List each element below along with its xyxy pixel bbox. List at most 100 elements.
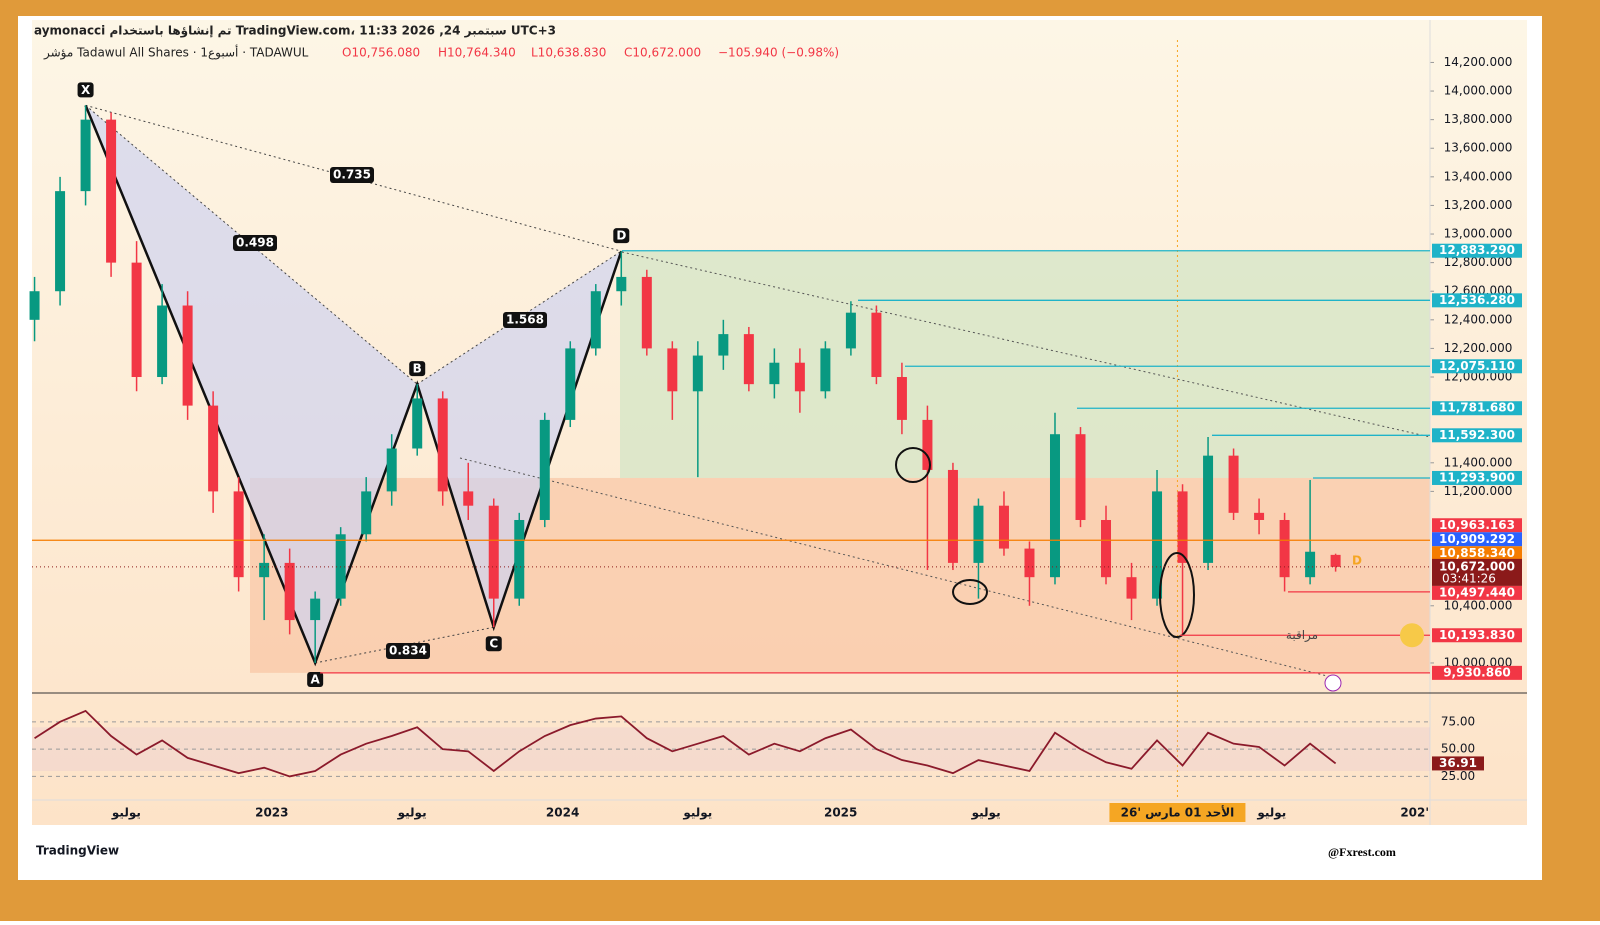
candle-body <box>514 519 525 599</box>
rsi-tick-label: 75.00 <box>1441 714 1475 728</box>
candle-body <box>794 362 805 392</box>
level-price-label: 10,963.163 <box>1439 518 1515 532</box>
y-tick-label: 12,400.000 <box>1444 312 1513 326</box>
candle-body <box>386 448 397 492</box>
candle-body <box>1228 455 1239 513</box>
rsi-tick-label: 25.00 <box>1441 769 1475 783</box>
candle-body <box>590 291 601 349</box>
d-marker: D <box>1352 553 1362 567</box>
change: −105.940 (−0.98%) <box>718 46 839 60</box>
pattern-point-box <box>613 228 630 244</box>
ratio-box <box>503 312 547 328</box>
level-price-label: 10,497.440 <box>1439 585 1515 599</box>
candle-body <box>463 491 474 506</box>
candle-body <box>845 312 856 349</box>
rsi-value-label: 36.91 <box>1439 756 1477 770</box>
x-tick-label: 2025 <box>824 806 857 820</box>
highlight <box>952 579 988 605</box>
y-tick-label: 12,200.000 <box>1444 341 1513 355</box>
candle-body <box>284 562 295 621</box>
level-price-label: 12,536.280 <box>1439 293 1515 307</box>
candle-body <box>820 348 831 392</box>
candle-body <box>157 305 168 378</box>
level-price-label: 12,075.110 <box>1439 359 1515 373</box>
pattern-point-label: A <box>311 672 321 686</box>
candle-body <box>131 262 142 378</box>
candle-body <box>1049 434 1060 578</box>
candle-body <box>743 334 754 385</box>
rsi-value-box <box>1432 756 1484 771</box>
ratio-label: 0.498 <box>236 236 274 250</box>
candle-body <box>922 419 933 470</box>
candle-body <box>616 276 627 292</box>
candle-body <box>1152 491 1163 599</box>
y-tick-label: 14,200.000 <box>1444 55 1513 69</box>
candle-body <box>718 334 729 356</box>
candle-body <box>769 362 780 385</box>
candle-body <box>667 348 678 392</box>
y-tick-label: 13,800.000 <box>1444 112 1513 126</box>
pattern-point-box <box>307 671 324 687</box>
level-price-box <box>1432 665 1522 680</box>
pattern-point-box <box>485 636 502 652</box>
trend-line <box>459 457 1336 679</box>
candle-body <box>871 312 882 378</box>
level-price-label: 11,592.300 <box>1439 428 1515 442</box>
candle-body <box>233 491 244 578</box>
candle-body <box>1126 577 1137 599</box>
watermark: @Fxrest.com <box>1328 845 1396 859</box>
x-tick-label: 202' <box>1400 806 1429 820</box>
level-price-box <box>1432 243 1522 258</box>
pattern-fill <box>85 105 418 663</box>
candle-body <box>1075 434 1086 520</box>
alert-icon <box>1324 674 1342 692</box>
candle-body <box>412 398 423 449</box>
candle-body <box>692 355 703 392</box>
candle-body <box>1330 554 1341 567</box>
watch-label: مراقبة <box>1286 628 1318 643</box>
candle-body <box>55 191 66 292</box>
trend-line <box>621 251 1431 438</box>
x-tick-label: يوليو <box>111 806 141 821</box>
candle-body <box>259 562 270 578</box>
candle-body <box>208 405 219 492</box>
ratio-box <box>330 167 374 183</box>
candle-body <box>106 119 117 263</box>
symbol: مؤشر Tadawul All Shares · 1أسبوع · TADAW… <box>43 45 309 61</box>
rsi-tick-label: 50.00 <box>1441 742 1475 756</box>
candle-body <box>1177 491 1188 563</box>
candle-body <box>998 505 1009 549</box>
close: C10,672.000 <box>624 46 701 60</box>
y-tick-label: 13,000.000 <box>1444 227 1513 241</box>
pattern-point-label: X <box>81 83 91 97</box>
low: L10,638.830 <box>531 46 606 60</box>
highlight <box>1159 552 1195 638</box>
level-price-box <box>1432 359 1522 374</box>
candle-body <box>947 469 958 563</box>
ratio-label: 1.568 <box>506 313 544 327</box>
level-price-box <box>1432 546 1522 561</box>
level-price-label: 10,909.292 <box>1439 532 1515 546</box>
candle-body <box>539 419 550 520</box>
candle-body <box>182 305 193 406</box>
level-price-box <box>1432 585 1522 600</box>
y-tick-label: 11,200.000 <box>1444 484 1513 498</box>
candle-body <box>361 491 372 535</box>
level-price-label: 11,293.900 <box>1439 470 1515 484</box>
candle-body <box>1254 512 1265 520</box>
level-price-label: 12,883.290 <box>1439 243 1515 257</box>
level-price-label: 9,930.860 <box>1443 665 1511 679</box>
candle-body <box>973 505 984 563</box>
candle-body <box>1101 519 1112 578</box>
ratio-label: 0.834 <box>389 644 427 658</box>
y-tick-label: 12,800.000 <box>1444 255 1513 269</box>
candle-body <box>896 377 907 420</box>
logo: TradingView <box>36 844 119 858</box>
candle-body <box>29 291 40 320</box>
x-tick-label: 2024 <box>546 806 579 820</box>
ratio-label: 0.735 <box>333 168 371 182</box>
watch-icon <box>1400 623 1424 648</box>
candle-body <box>1024 548 1035 578</box>
y-tick-label: 11,400.000 <box>1444 455 1513 469</box>
